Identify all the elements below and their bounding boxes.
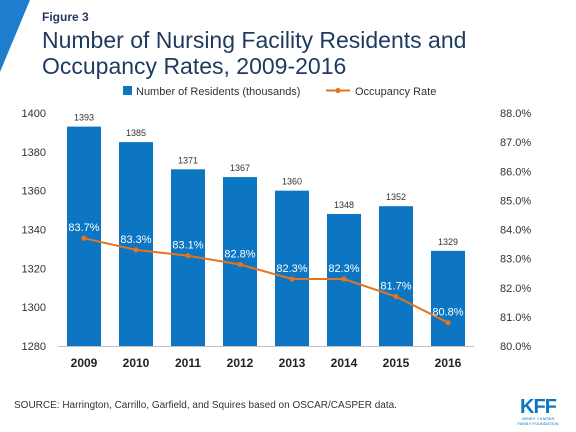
bar-value-label: 1348 [334, 200, 354, 210]
x-tick-label: 2011 [175, 356, 201, 370]
y-right-tick-label: 84.0% [500, 225, 531, 237]
y-left-tick-label: 1380 [22, 147, 46, 159]
logo-mark: KFF [520, 396, 557, 418]
bar-value-label: 1371 [178, 155, 198, 165]
occupancy-point [393, 293, 399, 300]
x-tick-label: 2015 [383, 356, 410, 370]
occupancy-label: 81.7% [380, 280, 411, 292]
legend-label-residents: Number of Residents (thousands) [136, 86, 300, 98]
x-tick-label: 2013 [279, 356, 306, 370]
logo-subtext: HENRY J KAISER FAMILY FOUNDATION [517, 416, 559, 426]
occupancy-label: 82.3% [276, 263, 307, 275]
figure-label: Figure 3 [42, 10, 89, 24]
x-tick-label: 2009 [71, 356, 98, 370]
kff-logo: KFF HENRY J KAISER FAMILY FOUNDATION [510, 396, 566, 426]
y-left-tick-label: 1400 [22, 108, 46, 120]
y-right-tick-label: 88.0% [500, 108, 531, 120]
chart: 1280 1300 1320 1340 1360 1380 1400 80.0% 81.0% 82… [22, 86, 531, 370]
occupancy-label: 80.8% [432, 307, 463, 319]
y-left-tick-label: 1320 [22, 263, 46, 275]
bar [223, 177, 257, 346]
bar-value-label: 1367 [230, 163, 250, 173]
occupancy-label: 82.3% [328, 263, 359, 275]
occupancy-point [81, 235, 87, 241]
legend-swatch-residents [123, 86, 132, 95]
occupancy-point [185, 253, 191, 259]
x-tick-label: 2012 [227, 356, 254, 370]
y-right-tick-label: 86.0% [500, 166, 531, 178]
bar-value-label: 1352 [386, 192, 406, 202]
bar [275, 190, 309, 346]
occupancy-point [289, 276, 295, 282]
y-right-tick-label: 85.0% [500, 195, 531, 207]
occupancy-point [445, 320, 451, 326]
occupancy-point [341, 276, 347, 282]
y-right-tick-label: 80.0% [500, 341, 531, 353]
bar-value-label: 1385 [126, 128, 146, 138]
y-right-tick-label: 81.0% [500, 312, 531, 324]
y-right-tick-label: 87.0% [500, 137, 531, 149]
legend-label-occupancy: Occupancy Rate [355, 86, 436, 98]
x-tick-label: 2010 [123, 356, 150, 370]
occupancy-point [133, 247, 139, 253]
y-right-tick-label: 82.0% [500, 283, 531, 295]
source-note: SOURCE: Harrington, Carrillo, Garfield, … [14, 400, 397, 411]
x-tick-label: 2016 [435, 356, 462, 370]
bar [431, 250, 465, 346]
bar-value-label: 1393 [74, 113, 94, 123]
y-left-tick-label: 1360 [22, 186, 46, 198]
chart-title: Number of Nursing Facility Residents and… [42, 27, 467, 79]
occupancy-label: 83.3% [120, 234, 151, 246]
y-left-tick-label: 1340 [22, 225, 46, 237]
occupancy-line [83, 237, 449, 324]
occupancy-point [237, 261, 243, 268]
y-left-tick-label: 1300 [22, 302, 46, 314]
bar [119, 142, 153, 346]
legend-marker-occupancy [335, 87, 341, 94]
y-left-tick-label: 1280 [22, 341, 46, 353]
bar-value-label: 1360 [282, 177, 302, 187]
bar-value-label: 1329 [438, 237, 458, 247]
x-tick-label: 2014 [331, 356, 358, 370]
occupancy-label: 83.1% [172, 240, 203, 252]
y-right-tick-label: 83.0% [500, 254, 531, 266]
occupancy-label: 83.7% [68, 222, 99, 234]
occupancy-label: 82.8% [224, 248, 255, 260]
corner-accent [0, 0, 30, 72]
bar [379, 206, 413, 346]
